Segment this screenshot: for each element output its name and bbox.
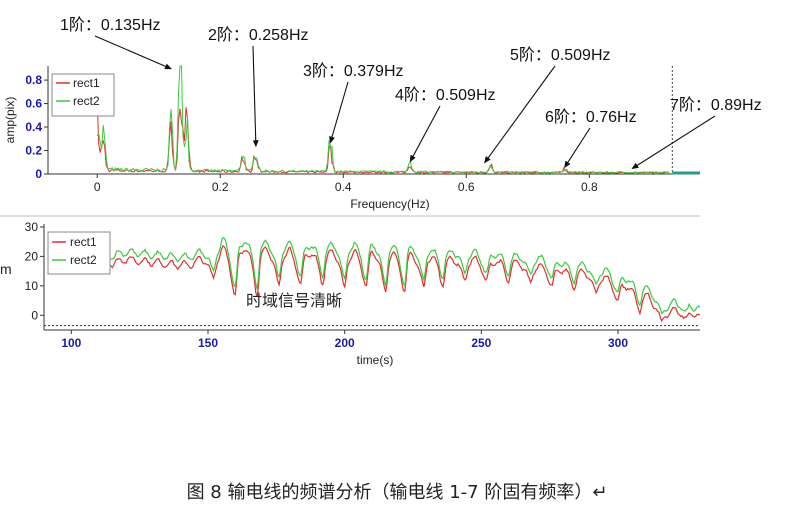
legend: rect1 rect2	[51, 73, 115, 117]
legend-box	[51, 73, 115, 117]
y-tick-label: 0	[31, 308, 38, 322]
peak-annotation-4: 4阶：0.509Hz	[395, 86, 496, 104]
x-tick-label: 0.2	[212, 180, 229, 194]
x-tick-label: 200	[335, 336, 355, 350]
y-tick-label: 20	[25, 249, 39, 263]
y-tick-label: 30	[25, 220, 39, 234]
x-tick-label: 300	[608, 336, 628, 350]
series-rect1-line	[92, 244, 701, 323]
x-tick-label: 250	[471, 336, 491, 350]
x-tick-label: 0.6	[458, 180, 475, 194]
series-rect2-line	[96, 65, 670, 174]
spectrum-chart: 0 0.2 0.4 0.6 0.8 0 0.2 0.4 0.6 0.8 Frequency(Hz) a…	[3, 16, 762, 211]
legend-label-rect1: rect1	[70, 235, 97, 249]
x-axis-label: Frequency(Hz)	[350, 197, 429, 211]
y-axis-label: amp(pix)	[3, 97, 17, 144]
peak-annotation-7: 7阶：0.89Hz	[670, 96, 762, 114]
peak-arrow-3	[329, 81, 349, 144]
legend-label-rect1: rect1	[73, 76, 100, 90]
legend-box	[47, 231, 111, 275]
peak-arrow-2	[252, 45, 259, 148]
y-tick-label: 0.2	[25, 144, 42, 158]
time-domain-chart: 0 10 20 30 100 150 200 250 300 time(s) m rect1 rect2…	[0, 215, 701, 367]
peak-annotation-2: 2阶：0.258Hz	[208, 26, 309, 44]
x-tick-label: 0.8	[581, 180, 598, 194]
y-tick-label: 0	[35, 167, 42, 181]
legend-label-rect2: rect2	[73, 94, 100, 108]
x-axis-label: time(s)	[357, 353, 394, 367]
y-axis-label: m	[0, 261, 12, 277]
peak-annotation-3: 3阶：0.379Hz	[303, 62, 404, 80]
peak-arrow-4	[409, 105, 441, 163]
time-domain-annotation: 时域信号清晰	[246, 292, 342, 310]
peak-annotation-6: 6阶：0.76Hz	[545, 108, 637, 126]
legend: rect1 rect2	[47, 231, 111, 275]
x-tick-label: 100	[61, 336, 81, 350]
y-tick-label: 0.4	[25, 120, 42, 134]
peak-arrow-6	[564, 127, 591, 169]
legend-label-rect2: rect2	[70, 253, 97, 267]
peak-arrow-1	[94, 35, 172, 70]
x-tick-label: 0	[94, 180, 101, 194]
series-rect2-line	[93, 236, 701, 315]
figure-caption: 图 8 输电线的频谱分析（输电线 1-7 阶固有频率）↵	[186, 482, 608, 503]
peak-annotation-1: 1阶：0.135Hz	[60, 16, 161, 34]
y-tick-label: 0.8	[25, 73, 42, 87]
peak-annotation-5: 5阶：0.509Hz	[510, 46, 611, 64]
peak-arrow-5	[484, 65, 556, 164]
y-tick-label: 0.6	[25, 97, 42, 111]
x-tick-label: 0.4	[335, 180, 352, 194]
peak-arrow-7	[631, 115, 716, 170]
x-tick-label: 150	[198, 336, 218, 350]
y-tick-label: 10	[25, 279, 39, 293]
